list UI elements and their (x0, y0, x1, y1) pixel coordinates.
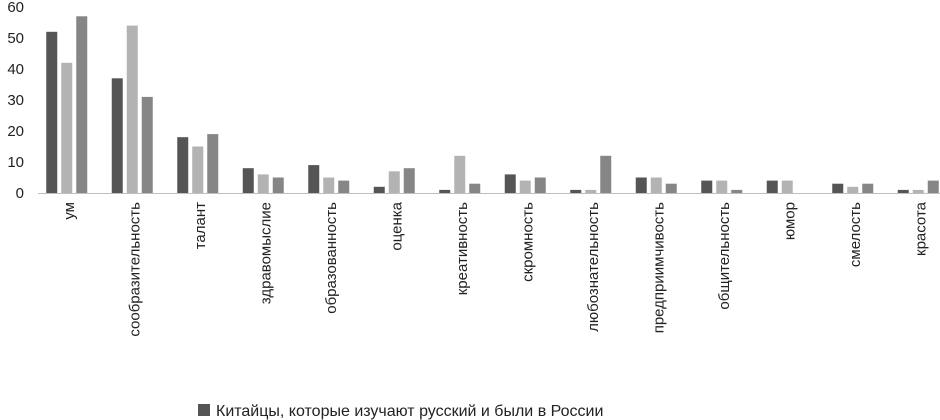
bar (61, 62, 73, 193)
x-category-label: ум (61, 202, 78, 220)
x-category-label: общительность (716, 202, 733, 310)
y-axis-ticks: 0 10 20 30 40 50 60 (7, 0, 24, 202)
x-category-label: образованность (323, 202, 340, 314)
y-tick-label: 20 (7, 123, 24, 140)
bar (585, 189, 597, 193)
y-tick-label: 50 (7, 30, 24, 47)
y-tick-label: 40 (7, 61, 24, 78)
bar (912, 189, 924, 193)
bar (439, 189, 451, 193)
bar (504, 174, 516, 193)
bar (731, 189, 743, 193)
bar (454, 155, 466, 193)
y-tick-label: 0 (16, 185, 24, 202)
bar (766, 180, 778, 193)
bar (716, 180, 728, 193)
bars (46, 16, 939, 193)
bar (338, 180, 350, 193)
y-tick-label: 30 (7, 92, 24, 109)
bar (534, 177, 546, 193)
bar (76, 16, 88, 193)
x-category-label: здравомыслие (257, 202, 274, 304)
legend: Китайцы, которые изучают русский и были … (198, 403, 603, 420)
bar (519, 180, 531, 193)
x-category-label: предприимчивость (650, 202, 667, 333)
bar (469, 183, 481, 193)
bar (388, 171, 400, 193)
bar (600, 155, 612, 193)
y-tick-label: 60 (7, 0, 24, 16)
bar (635, 177, 647, 193)
bar (897, 189, 909, 193)
bar (111, 78, 123, 193)
bar (862, 183, 874, 193)
bar (141, 96, 153, 193)
x-category-label: юмор (781, 202, 798, 240)
x-category-label: любознательность (585, 202, 602, 332)
bar (570, 189, 582, 193)
x-category-label: оценка (388, 201, 405, 250)
bar (781, 180, 793, 193)
x-category-label: красота (912, 201, 929, 256)
bar (177, 137, 189, 193)
bar (192, 146, 204, 193)
bar (207, 134, 219, 193)
x-category-label: скромность (519, 202, 536, 282)
bar (701, 180, 713, 193)
bar (257, 174, 269, 193)
bar (832, 183, 844, 193)
bar (847, 186, 859, 193)
bar (665, 183, 677, 193)
y-tick-label: 10 (7, 154, 24, 171)
legend-label: Китайцы, которые изучают русский и были … (216, 403, 603, 420)
x-axis-category-labels: ум сообразительность талант здравомыслие обр… (61, 201, 930, 336)
legend-swatch (198, 404, 210, 416)
bar (323, 177, 335, 193)
bar (272, 177, 284, 193)
bar (650, 177, 662, 193)
x-category-label: креативность (454, 202, 471, 295)
bar (46, 31, 58, 193)
bar (403, 168, 415, 193)
x-category-label: смелость (847, 202, 864, 267)
bar (126, 25, 138, 193)
bar (242, 168, 254, 193)
x-category-label: сообразительность (126, 202, 143, 337)
bar (308, 165, 320, 193)
bar (373, 186, 385, 193)
bar (927, 180, 939, 193)
x-category-label: талант (192, 202, 209, 249)
